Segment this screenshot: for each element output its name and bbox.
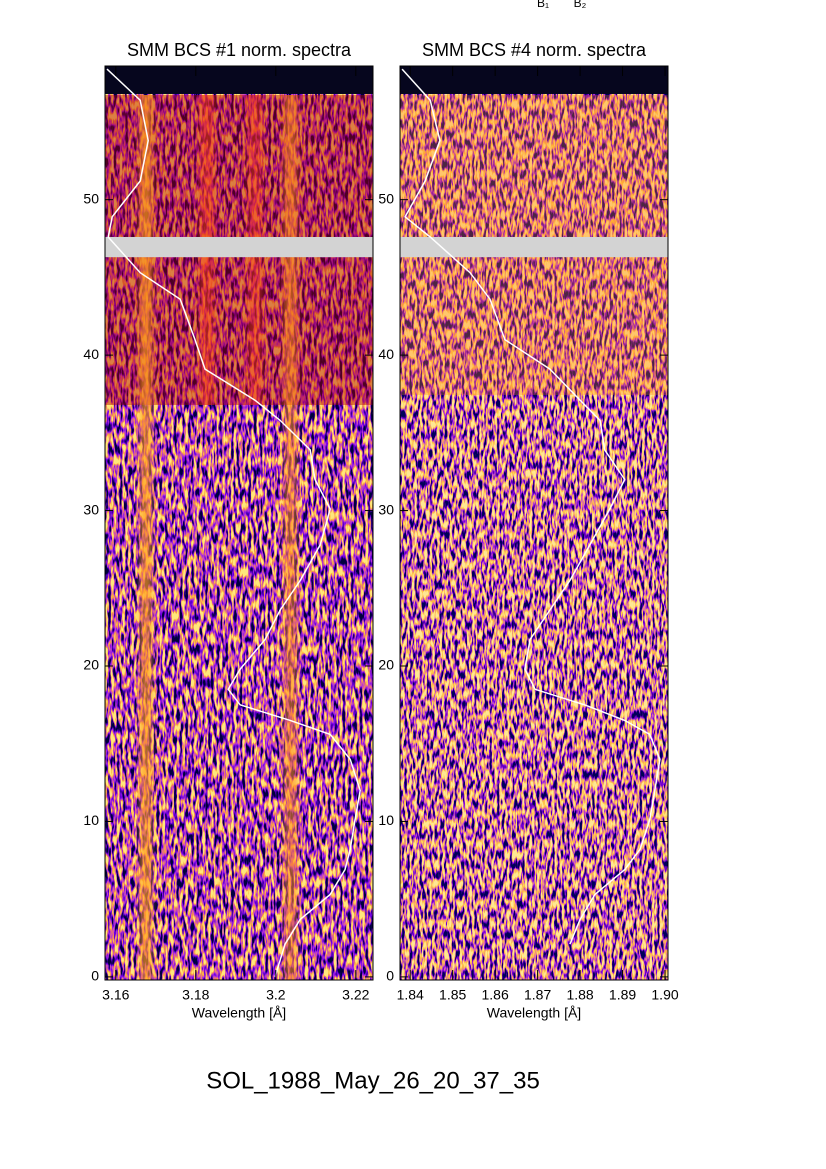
x-tick-label: 3.18 xyxy=(182,987,209,1003)
y-tick-label: 0 xyxy=(91,968,99,984)
y-tick-label: 40 xyxy=(378,346,394,362)
x-tick-label: 1.90 xyxy=(651,987,678,1003)
x-tick-label: 1.85 xyxy=(439,987,466,1003)
light-curve xyxy=(401,68,661,945)
masked-band xyxy=(105,66,373,94)
y-tick-label: 30 xyxy=(378,501,394,517)
x-axis-label: Wavelength [Å] xyxy=(487,1005,581,1021)
x-tick-label: 3.22 xyxy=(342,987,369,1003)
y-tick-label: 20 xyxy=(83,657,99,673)
annotation: B₁ xyxy=(537,0,549,10)
y-tick-label: 10 xyxy=(378,812,394,828)
y-tick-label: 30 xyxy=(83,501,99,517)
annotation: B₂ xyxy=(574,0,587,10)
chart-title: SMM BCS #1 norm. spectra xyxy=(127,40,352,60)
y-tick-label: 50 xyxy=(378,190,394,206)
caption: SOL_1988_May_26_20_37_35 xyxy=(206,1067,540,1094)
heatmap-texture xyxy=(400,66,668,980)
x-axis-label: Wavelength [Å] xyxy=(192,1005,286,1021)
x-tick-label: 1.89 xyxy=(609,987,636,1003)
y-tick-label: 20 xyxy=(378,657,394,673)
masked-band xyxy=(105,236,373,258)
y-tick-label: 40 xyxy=(83,346,99,362)
plot-frame xyxy=(399,65,669,981)
x-tick-label: 3.2 xyxy=(266,987,286,1003)
chart-title: SMM BCS #4 norm. spectra xyxy=(422,40,647,60)
y-tick-label: 50 xyxy=(83,190,99,206)
x-tick-label: 3.16 xyxy=(102,987,129,1003)
heatmap xyxy=(105,66,668,980)
emission-line xyxy=(284,95,297,980)
emission-line xyxy=(140,95,152,980)
x-tick-label: 1.88 xyxy=(566,987,593,1003)
emission-lines xyxy=(140,95,297,980)
x-tick-label: 1.84 xyxy=(397,987,424,1003)
x-tick-label: 1.87 xyxy=(524,987,551,1003)
masked-band xyxy=(400,236,668,258)
plot-frame xyxy=(104,65,374,981)
y-tick-label: 10 xyxy=(83,812,99,828)
x-tick-label: 1.86 xyxy=(482,987,509,1003)
light-curve xyxy=(106,68,361,978)
masked-band xyxy=(400,66,668,94)
y-tick-label: 0 xyxy=(386,968,394,984)
